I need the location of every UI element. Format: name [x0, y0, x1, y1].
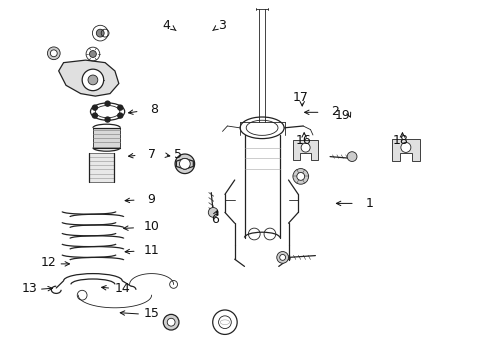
Circle shape: [279, 255, 285, 260]
Circle shape: [89, 50, 96, 58]
Circle shape: [179, 158, 190, 169]
Text: 6: 6: [211, 213, 219, 226]
Text: 10: 10: [143, 220, 159, 233]
Circle shape: [105, 101, 110, 106]
Circle shape: [346, 152, 356, 162]
Circle shape: [118, 113, 122, 118]
Circle shape: [88, 75, 98, 85]
Circle shape: [96, 29, 104, 37]
Circle shape: [179, 158, 190, 169]
Text: 14: 14: [114, 282, 130, 294]
Circle shape: [92, 113, 97, 118]
Polygon shape: [292, 140, 318, 160]
Polygon shape: [176, 158, 193, 169]
Bar: [89, 153, 114, 182]
Text: 17: 17: [292, 91, 308, 104]
Circle shape: [167, 318, 175, 326]
Polygon shape: [59, 60, 119, 96]
Circle shape: [163, 314, 179, 330]
Circle shape: [118, 105, 122, 110]
Text: 4: 4: [162, 19, 170, 32]
Text: 16: 16: [295, 134, 310, 147]
Circle shape: [175, 154, 194, 174]
Circle shape: [50, 50, 57, 57]
Text: 8: 8: [150, 103, 158, 116]
Text: 3: 3: [218, 19, 226, 32]
Circle shape: [105, 117, 110, 122]
Text: 19: 19: [334, 109, 349, 122]
Circle shape: [276, 252, 288, 263]
Circle shape: [301, 143, 309, 152]
Text: 7: 7: [147, 148, 155, 161]
Text: 12: 12: [41, 256, 57, 269]
Bar: [93, 128, 120, 148]
Circle shape: [47, 47, 60, 60]
Circle shape: [400, 143, 410, 152]
Text: 9: 9: [147, 193, 155, 206]
Text: 1: 1: [365, 197, 372, 210]
Circle shape: [92, 105, 97, 110]
Circle shape: [296, 172, 304, 180]
Text: 13: 13: [21, 282, 37, 294]
Polygon shape: [391, 139, 419, 161]
Text: 5: 5: [174, 148, 182, 161]
Circle shape: [82, 69, 103, 91]
Circle shape: [208, 207, 218, 217]
Text: 18: 18: [392, 134, 408, 147]
Text: 15: 15: [143, 307, 159, 320]
Text: 11: 11: [143, 244, 159, 257]
Circle shape: [292, 168, 308, 184]
Text: 2: 2: [330, 105, 338, 118]
